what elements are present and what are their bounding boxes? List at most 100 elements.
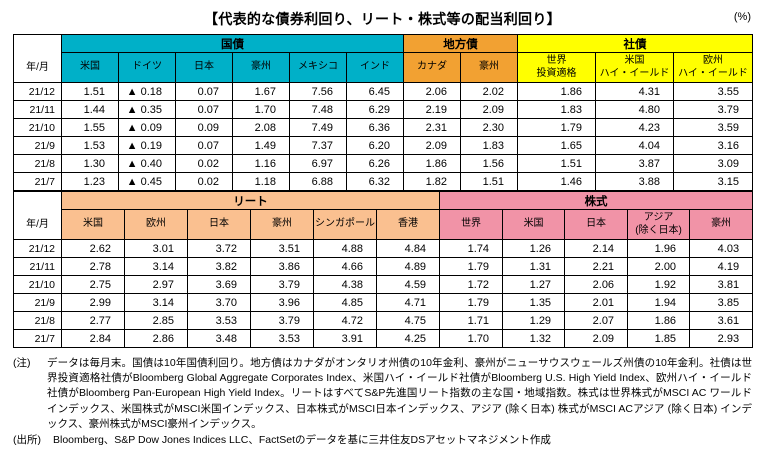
value-cell: 1.29 [502, 311, 566, 330]
note-label: (注) [13, 357, 31, 369]
value-cell: 4.23 [595, 118, 674, 137]
value-cell: 1.44 [61, 100, 119, 119]
value-cell: 2.02 [460, 82, 518, 101]
value-cell: ▲ 0.19 [118, 136, 176, 155]
footnotes: (注) データは毎月末。国債は10年国債利回り。地方債はカナダがオンタリオ州債の… [13, 356, 752, 448]
value-cell: 2.93 [689, 329, 754, 348]
value-cell: 1.56 [460, 154, 518, 173]
value-cell: 4.19 [689, 257, 754, 276]
value-cell: 1.51 [460, 172, 518, 191]
group-header: リート [60, 191, 441, 210]
value-cell: 4.25 [375, 329, 441, 348]
value-cell: 0.09 [175, 118, 233, 137]
value-cell: 1.72 [439, 275, 504, 294]
value-cell: 2.77 [61, 311, 125, 330]
column-header: 日本 [187, 209, 251, 240]
value-cell: 3.16 [673, 136, 753, 155]
value-cell: 2.09 [460, 100, 518, 119]
value-cell: 0.07 [175, 82, 233, 101]
value-cell: 7.56 [289, 82, 347, 101]
value-cell: 4.38 [313, 275, 377, 294]
row-label: 21/12 [13, 239, 62, 258]
value-cell: 6.45 [346, 82, 404, 101]
value-cell: 4.71 [375, 293, 441, 312]
value-cell: 4.59 [375, 275, 441, 294]
value-cell: 3.86 [250, 257, 314, 276]
value-cell: 2.19 [403, 100, 461, 119]
value-cell: 1.70 [439, 329, 504, 348]
value-cell: 2.62 [61, 239, 125, 258]
value-cell: 6.97 [289, 154, 347, 173]
value-cell: 4.66 [313, 257, 377, 276]
column-header: 日本 [564, 209, 629, 240]
value-cell: 3.48 [187, 329, 251, 348]
value-cell: 2.84 [61, 329, 125, 348]
page-title: 【代表的な債券利回り、リート・株式等の配当利回り】 [204, 11, 561, 27]
column-header: 豪州 [250, 209, 314, 240]
value-cell: 1.74 [439, 239, 504, 258]
value-cell: 1.86 [517, 82, 596, 101]
value-cell: 4.84 [375, 239, 441, 258]
column-header: シンガポール [313, 209, 377, 240]
value-cell: 3.79 [673, 100, 753, 119]
value-cell: 7.37 [289, 136, 347, 155]
column-header: ドイツ [118, 52, 176, 83]
value-cell: 7.48 [289, 100, 347, 119]
value-cell: 6.20 [346, 136, 404, 155]
value-cell: 4.31 [595, 82, 674, 101]
column-header: 世界 投資適格 [517, 52, 596, 83]
value-cell: 1.86 [627, 311, 691, 330]
value-cell: 2.78 [61, 257, 125, 276]
value-cell: ▲ 0.09 [118, 118, 176, 137]
value-cell: 1.55 [61, 118, 119, 137]
value-cell: 2.21 [564, 257, 629, 276]
value-cell: 1.70 [232, 100, 290, 119]
value-cell: 3.79 [250, 311, 314, 330]
value-cell: 1.65 [517, 136, 596, 155]
value-cell: 3.09 [673, 154, 753, 173]
value-cell: 1.31 [502, 257, 566, 276]
group-header: 株式 [439, 191, 754, 210]
value-cell: 0.02 [175, 154, 233, 173]
value-cell: 1.51 [517, 154, 596, 173]
value-cell: 6.26 [346, 154, 404, 173]
value-cell: 3.70 [187, 293, 251, 312]
value-cell: 3.79 [250, 275, 314, 294]
bond-yield-table: 年/月 国債 地方債 社債 米国 ドイツ 日本 豪州 メキシコ インド カナダ 豪州 世界 投資適格 米国… [13, 34, 753, 191]
value-cell: 1.32 [502, 329, 566, 348]
value-cell: 2.31 [403, 118, 461, 137]
value-cell: 3.14 [124, 293, 188, 312]
column-header: 香港 [375, 209, 441, 240]
column-header: 日本 [175, 52, 233, 83]
value-cell: 2.01 [564, 293, 629, 312]
value-cell: 1.79 [439, 257, 504, 276]
value-cell: 1.35 [502, 293, 566, 312]
value-cell: 3.15 [673, 172, 753, 191]
value-cell: 1.83 [460, 136, 518, 155]
row-label: 21/8 [13, 154, 62, 173]
row-label: 21/11 [13, 257, 62, 276]
note-text: データは毎月末。国債は10年国債利回り。地方債はカナダがオンタリオ州債の10年金… [47, 357, 752, 430]
table-row: 21/7 1.23 ▲ 0.45 0.02 1.18 6.88 6.32 1.82 1.51 1.… [13, 172, 753, 191]
value-cell: 3.01 [124, 239, 188, 258]
table-row: 21/8 2.77 2.85 3.53 3.79 4.72 4.75 1.71 1.29 2.07… [13, 311, 754, 330]
value-cell: 1.51 [61, 82, 119, 101]
value-cell: 1.30 [61, 154, 119, 173]
value-cell: 2.08 [232, 118, 290, 137]
value-cell: 2.30 [460, 118, 518, 137]
value-cell: 1.92 [627, 275, 691, 294]
column-header: 米国 [502, 209, 566, 240]
value-cell: 4.80 [595, 100, 674, 119]
column-header: 米国 [61, 209, 125, 240]
column-header: 豪州 [232, 52, 290, 83]
value-cell: 1.53 [61, 136, 119, 155]
column-header: 世界 [439, 209, 504, 240]
value-cell: 1.67 [232, 82, 290, 101]
value-cell: 3.51 [250, 239, 314, 258]
value-cell: 3.72 [187, 239, 251, 258]
value-cell: 3.88 [595, 172, 674, 191]
value-cell: 1.82 [403, 172, 461, 191]
value-cell: 3.82 [187, 257, 251, 276]
value-cell: 3.85 [689, 293, 754, 312]
value-cell: 4.72 [313, 311, 377, 330]
